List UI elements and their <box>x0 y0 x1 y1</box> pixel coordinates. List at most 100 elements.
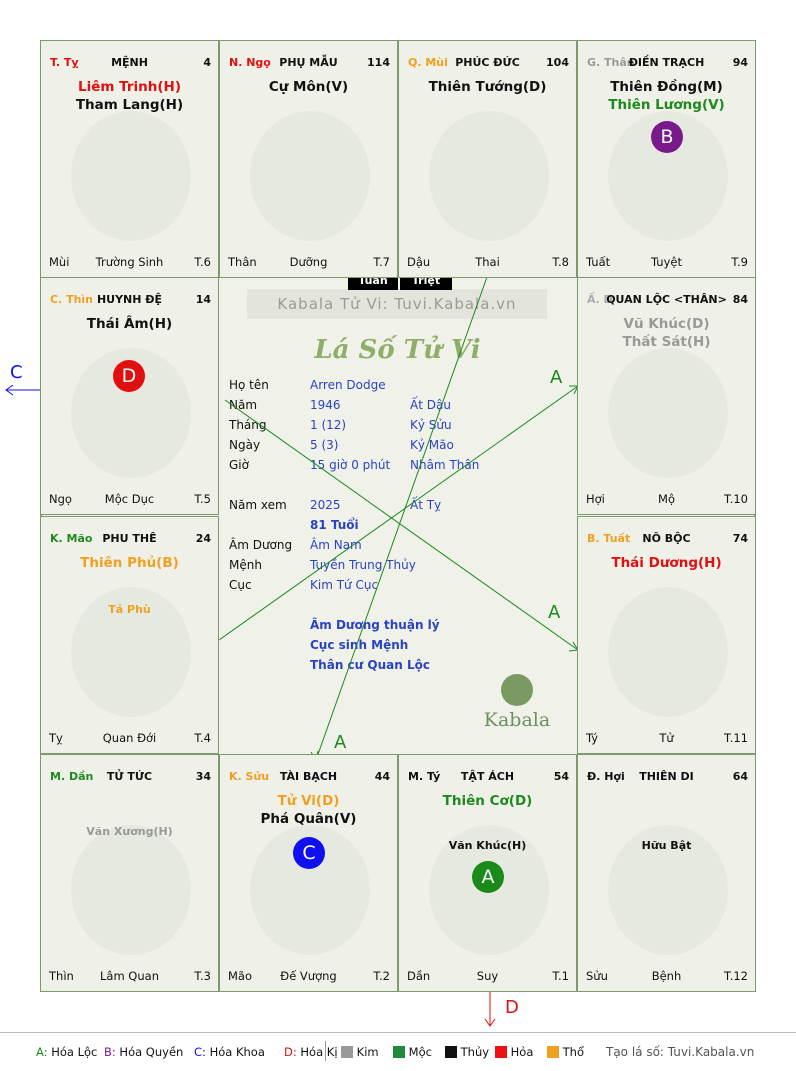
palace-month: T.12 <box>724 969 748 983</box>
arrowhead-c <box>5 384 14 396</box>
kabala-logo-icon <box>501 674 533 706</box>
main-star: Thiên Phủ(B) <box>80 555 179 571</box>
main-star: Phá Quân(V) <box>260 811 357 827</box>
arrow-label-c: C <box>10 362 23 383</box>
legend-divider <box>325 1041 326 1061</box>
palace-name: QUAN LỘC <THÂN> <box>606 293 727 306</box>
value-cuc: Kim Tứ Cục <box>310 578 379 592</box>
note-2: Cục sinh Mệnh <box>310 638 409 652</box>
legend-label: Hóa Lộc <box>51 1045 98 1059</box>
minor-star: Hữu Bật <box>641 839 692 852</box>
palace-stage: Mộc Dục <box>104 492 155 506</box>
palace-stage: Đế Vượng <box>280 969 337 983</box>
palace-month: T.9 <box>731 255 748 269</box>
legend-bar: A: Hóa Lộc B: Hóa Quyền C: Hóa Khoa D: Hóa … <box>0 1032 796 1071</box>
note-1: Âm Dương thuận lý <box>310 618 440 632</box>
zodiac-animal-icon <box>608 348 728 478</box>
palace-bottom-branch: Dần <box>407 969 431 983</box>
palace-name: PHÚC ĐỨC <box>455 56 520 69</box>
value-month: 1 (12) <box>310 418 347 432</box>
palace-name: PHỤ MẪU <box>279 56 338 69</box>
palace-month: T.6 <box>194 255 211 269</box>
palace-branch: Đ. Hợi <box>587 770 625 783</box>
legend-element-item: Hỏa <box>495 1045 533 1059</box>
palace-bottom-branch: Tỵ <box>49 731 63 745</box>
palace-month: T.11 <box>724 731 748 745</box>
legend-hoa-item: A: Hóa Lộc <box>36 1045 97 1059</box>
value-hour: 15 giờ 0 phút <box>310 458 391 472</box>
palace-branch: C. Thìn <box>50 293 94 306</box>
palace-age: 4 <box>203 56 211 69</box>
palace-bottom-branch: Sửu <box>586 969 608 983</box>
palace-stage: Dưỡng <box>289 255 328 269</box>
value-day-can: Kỷ Mão <box>410 438 454 452</box>
palace-age: 74 <box>732 532 748 545</box>
palace-bottom-branch: Tuất <box>586 255 611 269</box>
zodiac-animal-icon <box>250 111 370 241</box>
arrow-label-a3: A <box>334 732 347 753</box>
palace-stage: Mộ <box>658 492 675 506</box>
zodiac-animal-icon <box>71 825 191 955</box>
palace-name: ĐIỀN TRẠCH <box>628 56 705 69</box>
palace-branch: B. Tuất <box>587 532 631 545</box>
palace-bottom-branch: Mùi <box>49 255 70 269</box>
palace-name: NÔ BỘC <box>642 532 691 545</box>
palace-bottom-branch: Dậu <box>407 255 431 269</box>
palace-month: T.2 <box>373 969 390 983</box>
zodiac-animal-icon <box>429 111 549 241</box>
legend-element-item: Thổ <box>547 1045 584 1059</box>
palace-age: 24 <box>195 532 211 545</box>
value-age: 81 Tuổi <box>310 518 359 532</box>
palace-age: 104 <box>546 56 569 69</box>
palace-branch: M. Tý <box>408 770 441 783</box>
color-swatch-icon <box>495 1046 507 1058</box>
legend-element-label: Mộc <box>408 1045 432 1059</box>
zodiac-animal-icon <box>71 111 191 241</box>
main-star: Tử Vi(D) <box>277 793 340 809</box>
palace-branch: M. Dần <box>50 770 94 783</box>
palace-age: 64 <box>732 770 748 783</box>
arrowhead-d <box>484 1018 496 1027</box>
palace-bottom-branch: Thìn <box>49 969 74 983</box>
color-swatch-icon <box>341 1046 353 1058</box>
zodiac-animal-icon <box>608 825 728 955</box>
legend-element-label: Hỏa <box>510 1045 534 1059</box>
palace-name: MỆNH <box>111 56 148 69</box>
chart-title: Lá Số Tử Vi <box>314 335 481 365</box>
palace-cell: G. Thân ĐIỀN TRẠCH 94 Thiên Đồng(M) Thiên Lư… <box>577 40 756 278</box>
palace-name: PHU THÊ <box>102 532 157 545</box>
value-view-year: 2025 <box>310 498 341 512</box>
minor-star: Tả Phù <box>108 603 151 616</box>
palace-bottom-branch: Mão <box>228 969 253 983</box>
palace-cell: K. Mão PHU THÊ 24 Thiên Phủ(B) Tả Phù Tỵ Quan … <box>40 516 219 754</box>
arrow-label-a2: A <box>548 602 561 623</box>
palace-cell: C. Thìn HUYNH ĐỆ 14 Thái Âm(H) D Ngọ Mộc Dục T.… <box>40 277 219 515</box>
palace-cell: Đ. Hợi THIÊN DI 64 Hữu Bật Sửu Bệnh T.12 <box>577 754 756 992</box>
legend-label: Hóa Khoa <box>209 1045 265 1059</box>
value-menh: Tuyền Trung Thủy <box>310 558 416 572</box>
palace-stage: Bệnh <box>651 969 682 983</box>
value-name: Arren Dodge <box>310 378 386 392</box>
hoa-marker-icon: C <box>293 837 325 869</box>
center-panel: Kabala Tử Vi: Tuvi.Kabala.vn Lá Số Tử Vi… <box>219 277 576 754</box>
palace-stage: Tuyệt <box>651 255 682 269</box>
value-hour-can: Nhâm Thân <box>410 458 480 472</box>
palace-name: TỬ TỨC <box>106 770 153 783</box>
palace-age: 44 <box>374 770 390 783</box>
palace-age: 54 <box>553 770 569 783</box>
palace-name: TẬT ÁCH <box>460 770 515 783</box>
label-view-year: Năm xem <box>229 498 287 512</box>
palace-branch: G. Thân <box>587 56 635 69</box>
minor-star: Văn Xương(H) <box>86 825 173 838</box>
palace-cell: K. Sửu TÀI BẠCH 44 Tử Vi(D) Phá Quân(V) C Mão Đ… <box>219 754 398 992</box>
label-month: Tháng <box>229 418 267 432</box>
palace-cell: Q. Mùi PHÚC ĐỨC 104 Thiên Tướng(D) Dậu Thai T.… <box>398 40 577 278</box>
palace-age: 84 <box>732 293 748 306</box>
color-swatch-icon <box>547 1046 559 1058</box>
hoa-marker-icon: A <box>472 861 504 893</box>
legend-element-label: Thủy <box>460 1045 490 1059</box>
value-day: 5 (3) <box>310 438 339 452</box>
hoa-marker-icon: D <box>113 360 145 392</box>
palace-age: 14 <box>195 293 211 306</box>
legend-label: Hóa Quyền <box>119 1045 184 1059</box>
